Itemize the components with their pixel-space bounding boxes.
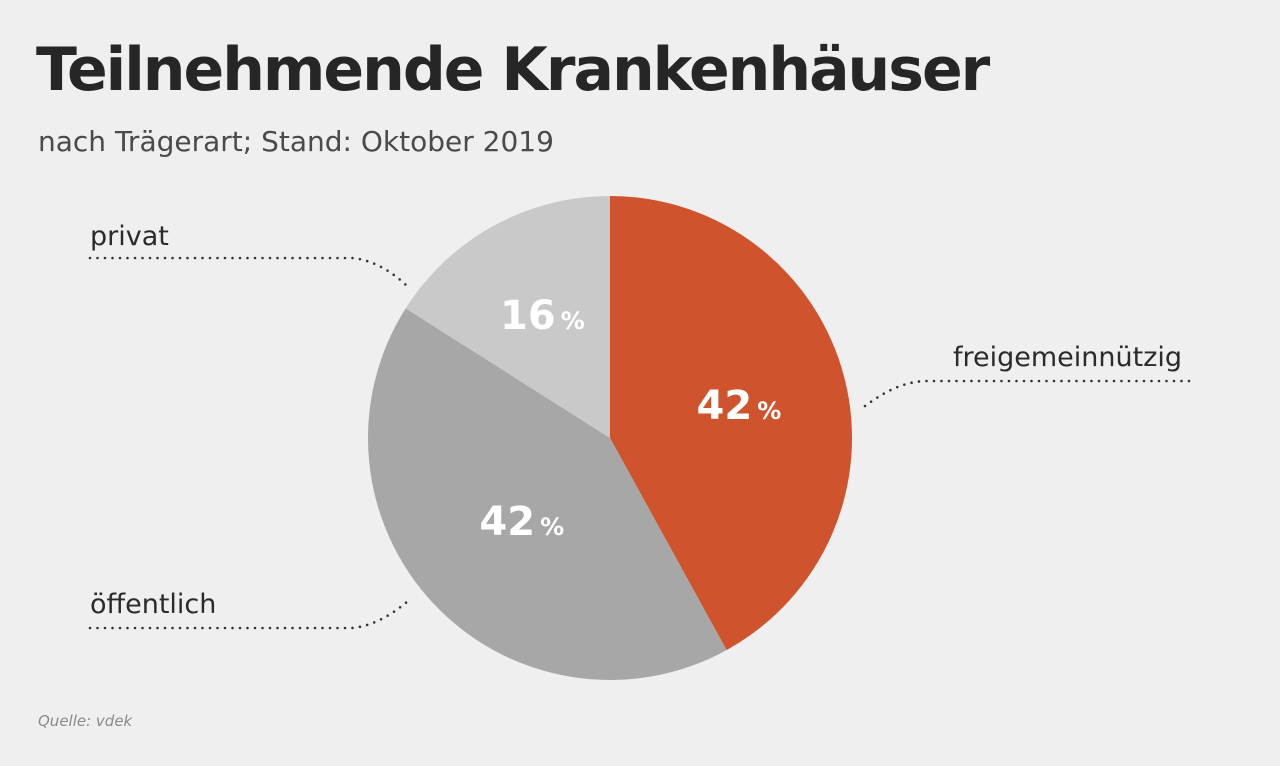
pie-value-label-privat: 16% <box>500 293 585 339</box>
percentage-labels: 42 % 42 % 16% <box>479 293 781 545</box>
pie-value-label-freigemeinnuetzig: 42% <box>697 383 782 429</box>
leader-line-oeffentlich <box>88 599 410 630</box>
label-leader-lines <box>88 256 1194 630</box>
leader-line-privat <box>88 256 410 289</box>
chart-title: Teilnehmende Krankenhäuser <box>36 35 990 105</box>
pie-slice-oeffentlich <box>368 308 727 680</box>
category-labels: freigemeinnützig öffentlich privat <box>90 221 1182 620</box>
pie-slice-privat <box>405 196 610 438</box>
pie-slice-freigemeinnuetzig <box>610 196 852 651</box>
leader-line-freigemeinnuetzig <box>863 379 1194 408</box>
pie-value-label-oeffentlich: 42% <box>479 499 564 545</box>
category-label-privat: privat <box>90 221 169 252</box>
category-label-oeffentlich: öffentlich <box>90 589 216 620</box>
chart-subtitle: nach Trägerart; Stand: Oktober 2019 <box>38 125 554 158</box>
pie-slices <box>368 196 852 680</box>
source-note: Quelle: vdek <box>38 712 133 730</box>
category-label-freigemeinnuetzig: freigemeinnützig <box>953 342 1182 373</box>
